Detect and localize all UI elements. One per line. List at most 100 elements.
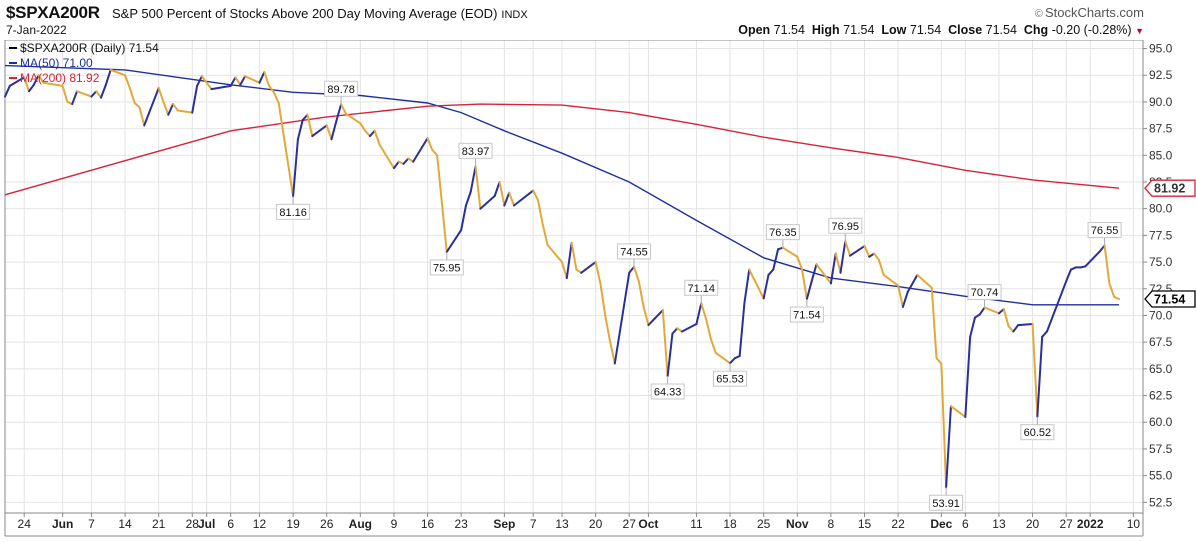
x-tick-label: 25 (757, 517, 771, 531)
price-segment (873, 252, 880, 261)
price-segment (71, 90, 79, 106)
price-segment (42, 81, 64, 87)
price-segment (714, 351, 732, 365)
annotation-label: 74.55 (620, 246, 648, 258)
high-label: High (811, 23, 840, 37)
x-tick-label: Jun (52, 517, 73, 531)
y-tick-label: 90.0 (1149, 95, 1173, 109)
price-segment (815, 263, 832, 285)
annotation-box (650, 383, 685, 400)
price-segment (296, 119, 304, 141)
price-segment (512, 189, 535, 207)
x-tick-label: Jul (198, 517, 215, 531)
price-segment (138, 106, 146, 127)
price-segment (978, 306, 986, 316)
price-segment (1065, 268, 1072, 283)
annotation-box (789, 306, 824, 323)
y-tick-label: 95.0 (1149, 42, 1173, 56)
symbol-title: $SPXA200R (6, 3, 100, 22)
y-tick-label: 77.5 (1149, 228, 1173, 242)
y-tick-label: 87.5 (1149, 122, 1173, 136)
price-segment (609, 340, 616, 365)
price-segment (834, 252, 842, 274)
annotation-label: 60.52 (1024, 427, 1052, 439)
price-segment (772, 248, 780, 271)
price-segment (124, 74, 131, 90)
price-segment (196, 75, 203, 87)
series-line-ma-200- (4, 103, 1120, 196)
price-segment (344, 112, 362, 125)
price-segment (368, 129, 376, 138)
price-segment (935, 357, 943, 365)
price-segment (263, 71, 271, 87)
price-segment (844, 240, 852, 257)
price-segment (474, 165, 482, 210)
open-value: 71.54 (773, 23, 805, 37)
price-segment (104, 68, 112, 86)
price-segment (1002, 308, 1010, 328)
price-segment (1036, 335, 1044, 418)
price-segment (440, 202, 448, 253)
x-tick-label: 22 (891, 517, 905, 531)
y-tick-label: 52.5 (1149, 495, 1173, 509)
x-tick-label: 2022 (1077, 517, 1104, 531)
price-segment (436, 154, 443, 205)
price-segment (1045, 280, 1068, 333)
brand-text: StockCharts.com (1045, 5, 1144, 20)
price-segment (210, 84, 232, 91)
price-segment (700, 302, 708, 320)
price-segment (234, 76, 242, 86)
price-segment (412, 137, 429, 163)
chart-svg: 95.092.590.087.585.082.580.077.575.072.5… (4, 40, 1196, 537)
price-tag-box (1144, 179, 1196, 197)
price-segment (359, 122, 367, 132)
price-segment (364, 129, 371, 138)
price-segment (479, 194, 496, 210)
x-tick-label: 14 (118, 517, 132, 531)
price-segment (762, 273, 770, 300)
price-segment (1041, 330, 1048, 338)
price-segment (1103, 244, 1111, 285)
price-segment (176, 109, 194, 114)
legend-label: MA(50) 71.00 (20, 56, 93, 70)
x-tick-label: Sep (493, 517, 515, 531)
annotation-box (276, 203, 311, 220)
price-segment (23, 76, 31, 93)
price-segment (272, 91, 280, 104)
x-tick-label: 24 (18, 517, 32, 531)
price-segment (681, 323, 698, 333)
chart-header: $SPXA200R S&P 500 Percent of Stocks Abov… (0, 0, 1196, 40)
y-tick-label: 85.0 (1149, 148, 1173, 162)
price-segment (570, 241, 578, 271)
y-tick-label: 70.0 (1149, 308, 1173, 322)
price-tags: 81.92 71.54 (1144, 179, 1196, 308)
annotation-box (617, 243, 652, 260)
price-segment (311, 124, 328, 138)
x-tick-label: Aug (349, 517, 372, 531)
price-segment (1108, 282, 1116, 298)
annotation-box (458, 142, 493, 159)
close-label: Close (948, 23, 983, 37)
price-segment (32, 74, 40, 86)
price-segment (709, 337, 717, 354)
annotation-label: 64.33 (654, 387, 682, 399)
legend-label: $SPXA200R (Daily) 71.54 (20, 41, 159, 55)
exchange-label: INDX (501, 9, 528, 21)
x-tick-label: Nov (786, 517, 809, 531)
price-segment (508, 191, 515, 207)
price-segment (205, 81, 213, 91)
price-segment (767, 268, 775, 276)
price-segment (906, 273, 919, 293)
price-segment (604, 314, 612, 343)
y-tick-label: 57.5 (1149, 442, 1173, 456)
annotation-label: 70.74 (971, 287, 999, 299)
price-segment (801, 268, 808, 301)
price-segment (277, 101, 295, 198)
x-tick-label: 23 (454, 517, 468, 531)
price-segment (1084, 250, 1101, 268)
price-segment (705, 317, 712, 340)
close-value: 71.54 (985, 23, 1017, 37)
price-segment (594, 261, 602, 285)
x-tick-label: 6 (962, 517, 969, 531)
brand[interactable]: © StockCharts.com (1035, 5, 1144, 20)
